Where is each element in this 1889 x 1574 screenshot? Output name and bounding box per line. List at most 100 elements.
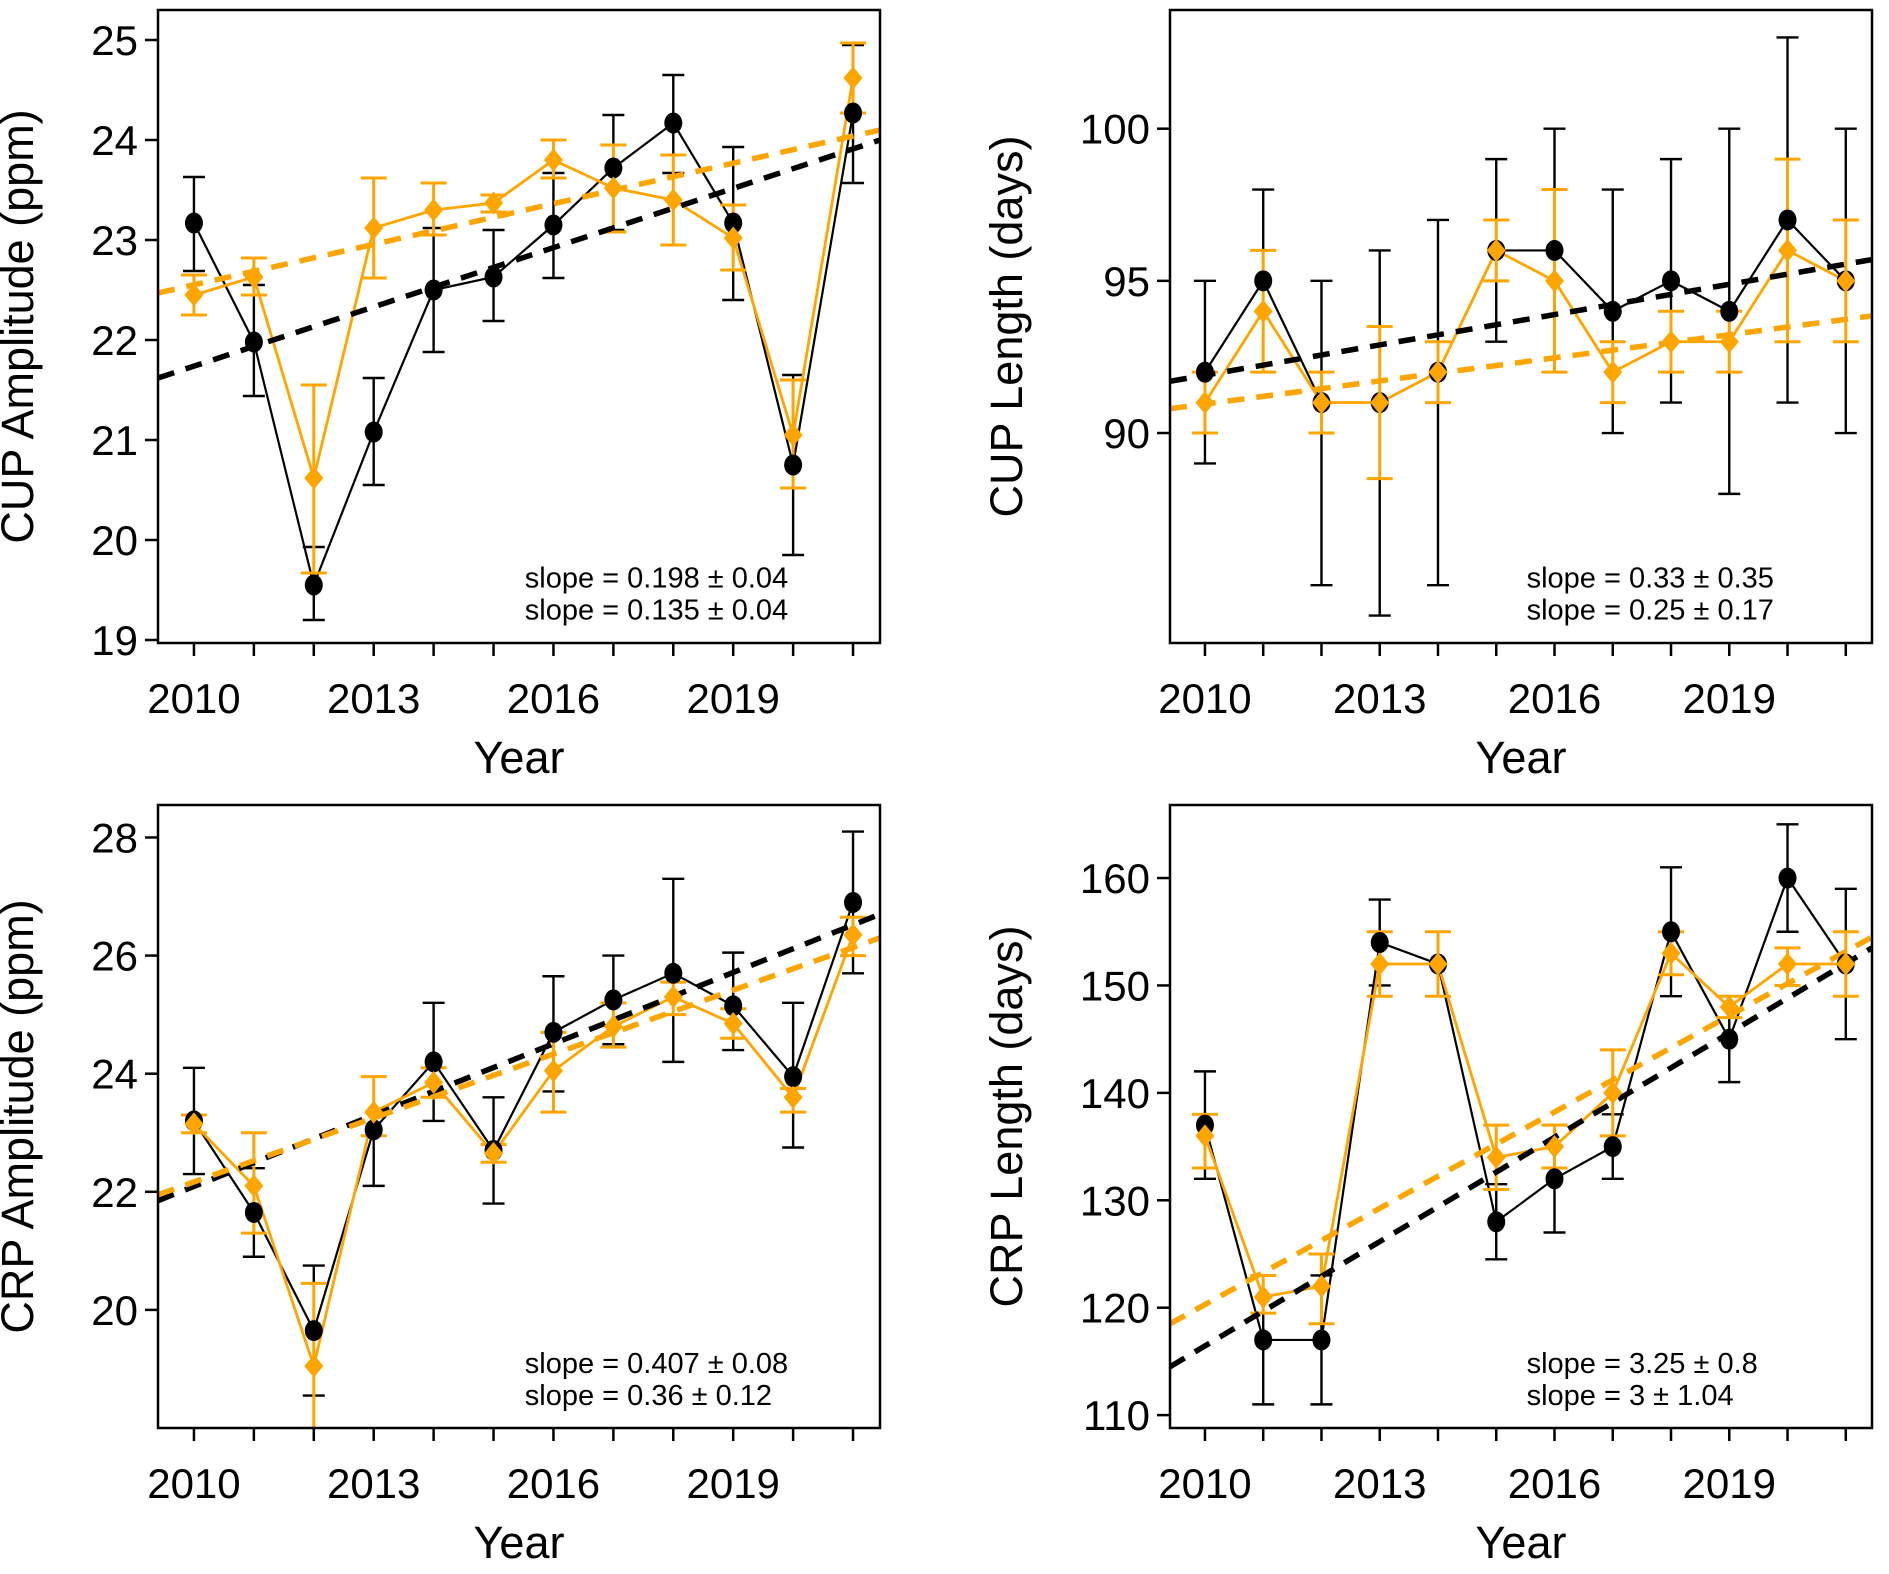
y-axis-title: CRP Amplitude (ppm)	[0, 899, 43, 1333]
marker-circle	[1720, 1028, 1739, 1050]
marker-diamond	[1370, 952, 1390, 976]
x-tick-label: 2016	[1508, 1460, 1601, 1507]
x-tick-label: 2010	[1158, 1460, 1251, 1507]
slope-annotation-orange: slope = 0.135 ± 0.04	[525, 595, 788, 627]
marker-circle	[664, 112, 683, 134]
marker-circle	[1545, 239, 1564, 261]
marker-diamond	[723, 1011, 743, 1035]
series-line-orange	[1203, 248, 1847, 404]
marker-diamond	[663, 188, 683, 212]
marker-diamond	[1836, 269, 1856, 293]
marker-circle	[304, 1320, 323, 1342]
y-tick-label: 26	[91, 933, 138, 980]
marker-circle	[724, 212, 743, 234]
axes-cup-amplitude: 2010 2013 2016 2019 19 20 21 22 23 24 25	[91, 17, 855, 722]
axes-crp-length: 2010 2013 2016 2019 110 120 130 140 150 160	[1080, 855, 1848, 1507]
marker-circle	[1603, 1136, 1622, 1158]
y-axis-title: CUP Amplitude (ppm)	[0, 109, 43, 543]
marker-diamond	[663, 985, 683, 1009]
y-tick-label: 95	[1103, 258, 1150, 305]
panel-cup-length: 2010 2013 2016 2019 90 95 100 CUP Length (days)…	[981, 8, 1874, 783]
marker-circle	[1312, 1329, 1331, 1351]
marker-diamond	[1603, 1081, 1623, 1105]
x-tick-label: 2016	[507, 1460, 600, 1507]
marker-diamond	[1486, 1145, 1506, 1169]
x-tick-label: 2016	[507, 675, 600, 722]
series-line-black	[193, 902, 855, 1334]
marker-circle	[604, 989, 623, 1011]
y-tick-label: 24	[91, 117, 138, 164]
x-axis-title: Year	[1476, 732, 1567, 783]
marker-diamond	[1311, 1274, 1331, 1298]
x-tick-label: 2019	[1683, 1460, 1776, 1507]
series-line-black	[192, 112, 855, 589]
marker-diamond	[1486, 238, 1506, 262]
panel-crp-length: 2010 2013 2016 2019 110 120 130 140 150 160 CRP Le…	[981, 803, 1874, 1568]
marker-circle	[1254, 1329, 1273, 1351]
markers-orange-cup-amplitude	[184, 66, 863, 490]
x-tick-label: 2013	[1333, 1460, 1426, 1507]
y-tick-label: 160	[1080, 855, 1150, 902]
series-line-orange	[193, 77, 855, 484]
x-axis-title: Year	[1476, 1517, 1567, 1568]
slope-annotation-orange: slope = 0.25 ± 0.17	[1527, 595, 1774, 627]
slope-annotation-orange: slope = 3 ± 1.04	[1527, 1380, 1734, 1412]
marker-diamond	[1195, 1124, 1215, 1148]
marker-diamond	[364, 216, 384, 240]
marker-diamond	[184, 283, 204, 307]
slope-annotation-black: slope = 0.407 ± 0.08	[525, 1348, 788, 1380]
series-line-orange	[192, 934, 855, 1372]
x-tick-label: 2013	[327, 675, 420, 722]
markers-orange-crp-amplitude	[184, 923, 863, 1378]
marker-circle	[364, 1119, 383, 1141]
data-region-crp-amplitude	[158, 830, 880, 1428]
x-tick-label: 2010	[1158, 675, 1251, 722]
marker-circle	[724, 995, 743, 1017]
trend-line-orange	[158, 935, 880, 1198]
marker-diamond	[424, 1071, 444, 1095]
marker-circle	[244, 331, 263, 353]
x-axis-title: Year	[474, 732, 565, 783]
marker-circle	[1370, 931, 1389, 953]
marker-diamond	[1370, 391, 1390, 415]
marker-circle	[844, 102, 863, 124]
marker-circle	[1662, 270, 1681, 292]
marker-diamond	[1253, 299, 1273, 323]
marker-circle	[604, 157, 623, 179]
marker-diamond	[1603, 360, 1623, 384]
plot-frame	[1168, 803, 1874, 1430]
marker-diamond	[424, 198, 444, 222]
series-line-black	[1204, 218, 1847, 404]
trend-line-black	[158, 137, 880, 381]
y-tick-label: 22	[91, 1169, 138, 1216]
marker-circle	[1662, 921, 1681, 943]
markers-orange-cup-length	[1195, 238, 1856, 415]
y-tick-label: 21	[91, 417, 138, 464]
data-region-cup-amplitude	[158, 41, 880, 622]
marker-diamond	[783, 1085, 803, 1109]
marker-diamond	[484, 191, 504, 215]
data-region-cup-length	[1170, 36, 1872, 617]
x-tick-label: 2019	[686, 1460, 779, 1507]
marker-diamond	[603, 1014, 623, 1038]
marker-circle	[544, 1021, 563, 1043]
marker-diamond	[1778, 238, 1798, 262]
y-tick-label: 24	[91, 1051, 138, 1098]
slope-annotation-black: slope = 0.198 ± 0.04	[525, 562, 788, 594]
marker-diamond	[1428, 360, 1448, 384]
marker-diamond	[244, 1174, 264, 1198]
marker-circle	[1195, 361, 1214, 383]
y-tick-label: 23	[91, 217, 138, 264]
y-tick-label: 90	[1103, 410, 1150, 457]
marker-circle	[1254, 270, 1273, 292]
marker-diamond	[1661, 330, 1681, 354]
x-tick-label: 2016	[1508, 675, 1601, 722]
marker-diamond	[1195, 391, 1215, 415]
marker-diamond	[184, 1112, 204, 1136]
data-region-crp-length	[1170, 823, 1872, 1406]
plot-frame	[156, 8, 882, 645]
marker-circle	[484, 266, 503, 288]
y-tick-label: 20	[91, 1287, 138, 1334]
marker-diamond	[244, 265, 264, 289]
